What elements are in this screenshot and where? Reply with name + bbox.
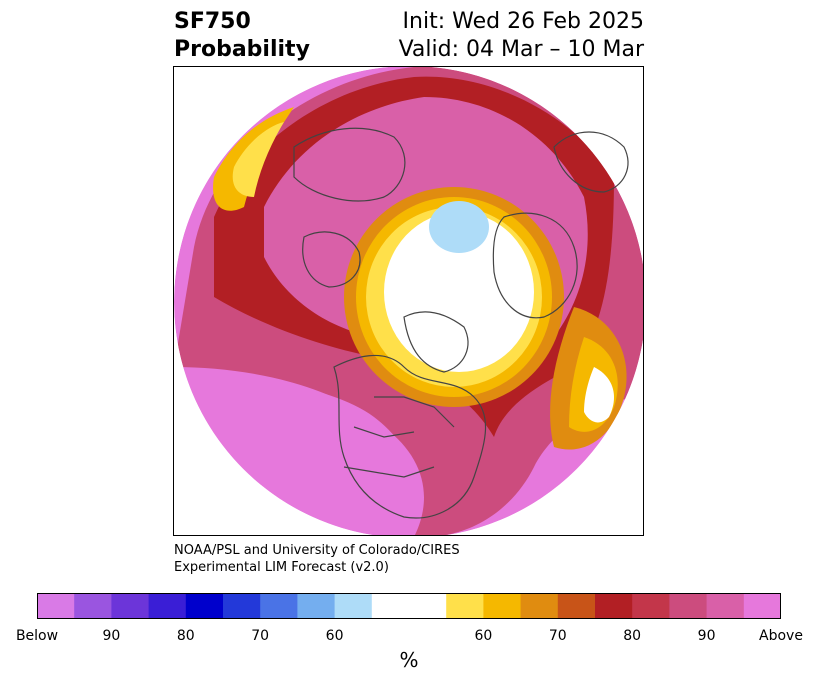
- colorbar-tick-label: 90: [102, 628, 121, 644]
- colorbar-swatch: [446, 593, 484, 619]
- coastlines: [293, 127, 629, 519]
- valid-range: Valid: 04 Mar – 10 Mar: [398, 37, 644, 62]
- title-line1: SF750: [174, 9, 251, 34]
- colorbar-swatch: [371, 593, 447, 619]
- colorbar-swatch: [706, 593, 745, 619]
- colorbar-tick-label: Above: [759, 628, 803, 644]
- neutral-right: [584, 367, 614, 423]
- polar-map: [173, 66, 644, 536]
- credit-line2: Experimental LIM Forecast (v2.0): [174, 560, 389, 575]
- chart-title: SF750 Probability: [174, 8, 310, 64]
- colorbar-swatch: [223, 593, 261, 619]
- colorbar-swatch: [669, 593, 708, 619]
- globe-mask: [174, 67, 643, 535]
- colorbar-swatch: [148, 593, 187, 619]
- colorbar: [37, 593, 781, 619]
- colorbar-swatch: [595, 593, 633, 619]
- colorbar-unit: %: [399, 648, 419, 672]
- colorbar-tick-label: 60: [325, 628, 344, 644]
- colorbar-tick-label: 90: [697, 628, 716, 644]
- arctic-below-60: [429, 201, 489, 253]
- arctic-neutral: [384, 212, 534, 372]
- colorbar-swatch: [632, 593, 670, 619]
- colorbar-swatch: [483, 593, 522, 619]
- colorbar-tick-label: 70: [548, 628, 567, 644]
- title-line2: Probability: [174, 37, 310, 62]
- colorbar-swatch: [74, 593, 112, 619]
- colorbar-swatch: [111, 593, 150, 619]
- colorbar-tick-label: 70: [251, 628, 270, 644]
- init-date: Init: Wed 26 Feb 2025: [402, 9, 644, 34]
- colorbar-swatch: [557, 593, 596, 619]
- colorbar-swatch: [260, 593, 298, 619]
- colorbar-swatch: [185, 593, 224, 619]
- colorbar-swatch: [334, 593, 373, 619]
- map-svg: [174, 67, 643, 535]
- colorbar-tick-label: Below: [15, 628, 59, 644]
- credit-text: NOAA/PSL and University of Colorado/CIRE…: [174, 542, 460, 576]
- credit-line1: NOAA/PSL and University of Colorado/CIRE…: [174, 543, 460, 558]
- colorbar-tick-label: 60: [474, 628, 493, 644]
- colorbar-swatch: [520, 593, 559, 619]
- colorbar-swatch: [297, 593, 336, 619]
- band-60-left-inner: [232, 122, 284, 197]
- colorbar-swatch: [743, 593, 781, 619]
- forecast-dates: Init: Wed 26 Feb 2025 Valid: 04 Mar – 10…: [399, 8, 644, 64]
- colorbar-swatch: [37, 593, 75, 619]
- colorbar-tick-label: 80: [176, 628, 195, 644]
- colorbar-tick-label: 80: [623, 628, 642, 644]
- colorbar-border: [37, 593, 781, 619]
